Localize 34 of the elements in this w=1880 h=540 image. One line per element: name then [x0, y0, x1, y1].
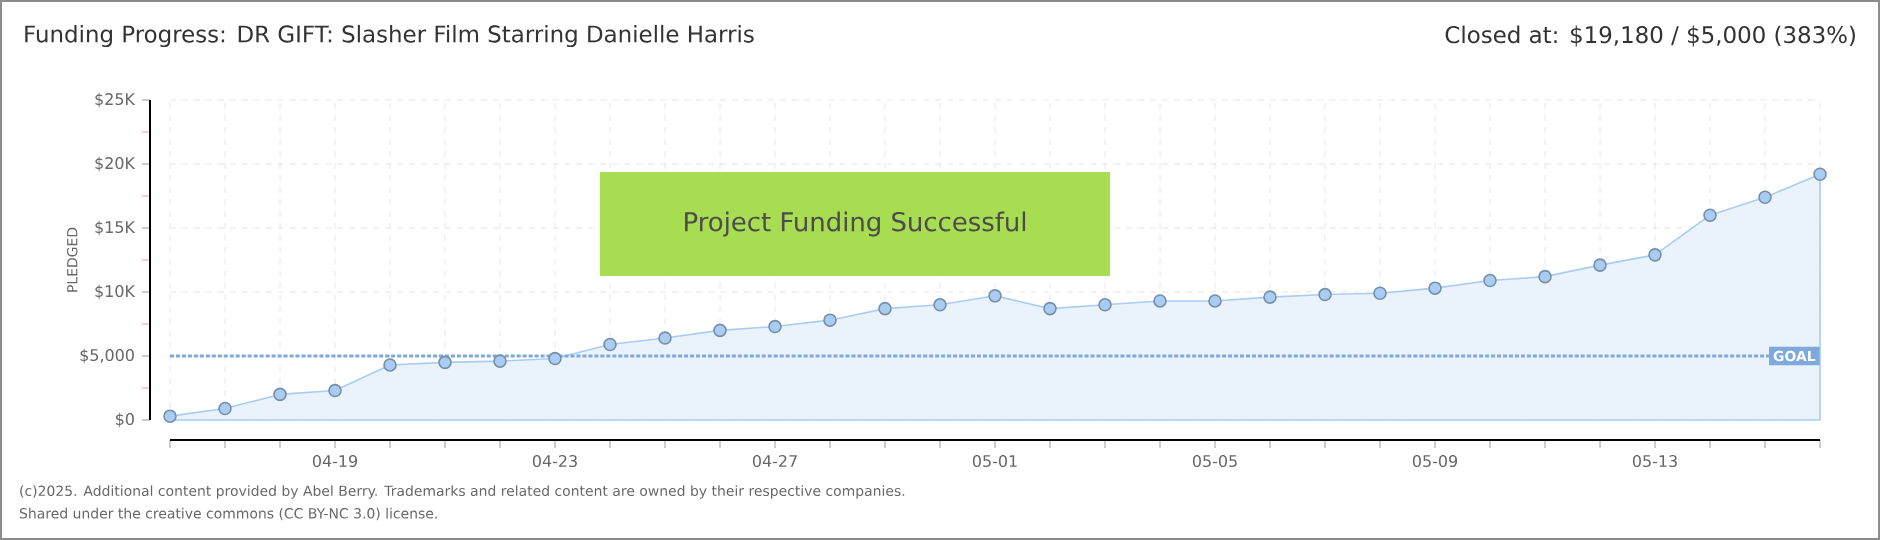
point — [1043, 301, 1057, 316]
point — [548, 351, 562, 366]
point — [1208, 294, 1222, 308]
point — [1648, 248, 1662, 262]
point — [1538, 269, 1552, 284]
chart-title: Funding Progress: DR GIFT: Slasher Film Starring Danielle Harris — [25, 24, 754, 48]
point — [273, 387, 287, 402]
point — [603, 337, 617, 352]
annotation: Project Funding Successful — [685, 211, 1026, 237]
point — [1703, 208, 1717, 222]
point — [933, 298, 947, 312]
point — [1428, 281, 1442, 295]
point — [1758, 190, 1772, 205]
point — [383, 358, 397, 372]
point — [1483, 273, 1497, 288]
point — [1318, 287, 1332, 302]
point — [438, 355, 452, 370]
point — [713, 323, 727, 338]
point — [163, 409, 177, 423]
point — [878, 301, 892, 316]
point — [768, 319, 782, 334]
point — [218, 401, 232, 416]
point — [1373, 286, 1387, 301]
point — [328, 383, 342, 398]
point — [658, 331, 672, 345]
point — [493, 354, 507, 368]
point — [1593, 258, 1607, 272]
point — [823, 313, 837, 327]
point — [988, 289, 1002, 303]
point — [1263, 290, 1277, 304]
point — [1098, 298, 1112, 312]
chart-subtitle: Closed at: $19,180 / $5,000 (383%) — [1445, 25, 1855, 47]
point — [1813, 167, 1827, 182]
point — [1153, 294, 1167, 308]
